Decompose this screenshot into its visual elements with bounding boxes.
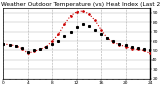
Title: Milwaukee Weather Outdoor Temperature (vs) Heat Index (Last 24 Hours): Milwaukee Weather Outdoor Temperature (v…: [0, 2, 160, 7]
